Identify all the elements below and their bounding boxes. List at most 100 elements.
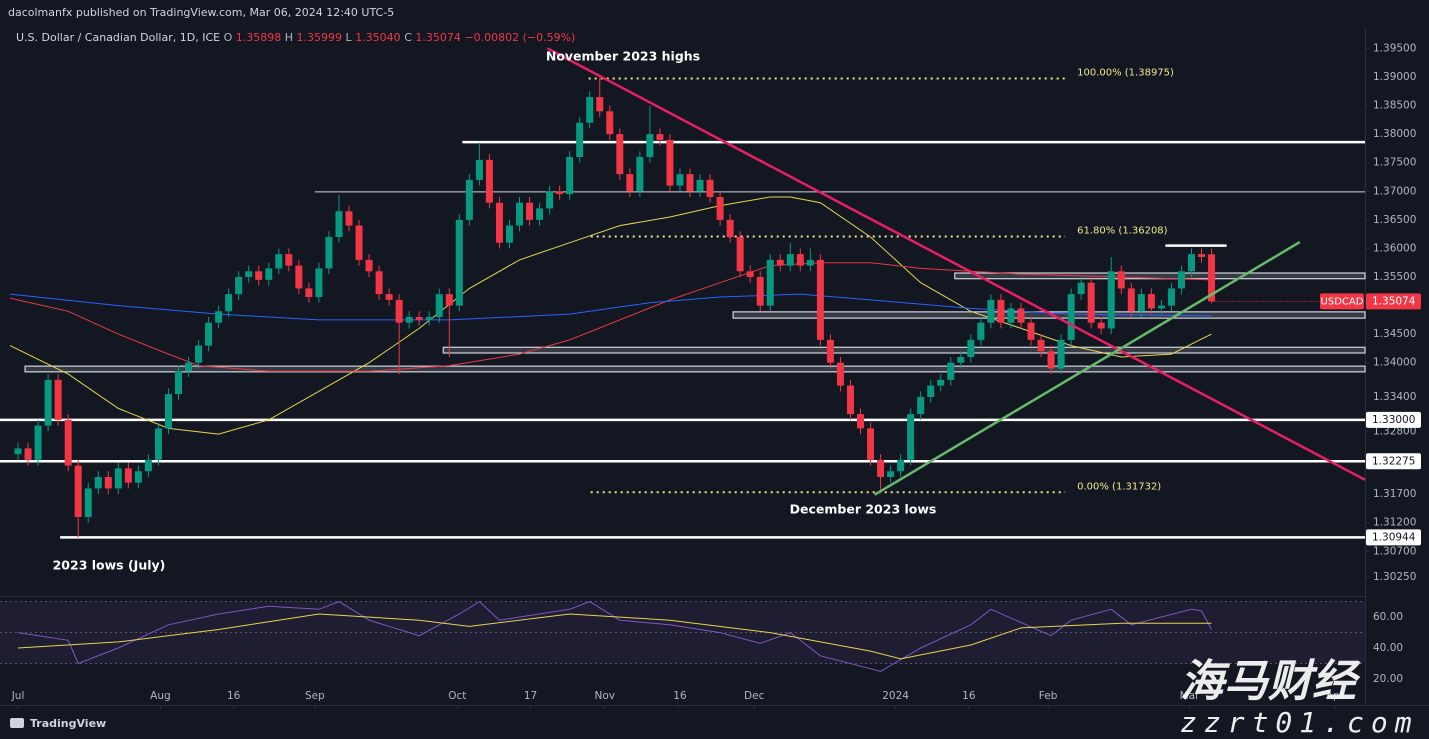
y-tick-label: 1.35500 [1373, 271, 1416, 283]
candle-body [776, 259, 784, 266]
y-tick-label: 1.37500 [1373, 157, 1416, 169]
candle-body [656, 134, 664, 140]
candle-body [646, 134, 654, 158]
moving-average [9, 262, 1212, 372]
candle-body [1057, 339, 1065, 369]
candle-body [917, 396, 925, 415]
candle-body [1127, 288, 1135, 312]
candle-body [425, 316, 433, 320]
candle-body [766, 259, 774, 306]
legend-text: 1.35040 [355, 31, 401, 44]
candle-body [1117, 271, 1125, 289]
candle-body [606, 111, 614, 135]
moving-average [9, 196, 1212, 435]
candle-body [666, 139, 674, 186]
candle-body [205, 322, 213, 346]
candle-body [174, 371, 182, 395]
candle-body [576, 122, 584, 158]
candle-body [1007, 308, 1015, 323]
candle-body [1107, 271, 1115, 329]
x-tick-label: Sep [305, 690, 325, 702]
candle-body [34, 425, 42, 460]
level-zone [442, 346, 1366, 354]
symbol-tag-label: USDCAD [1321, 296, 1364, 307]
candle-body [897, 459, 905, 472]
candle-body [235, 277, 243, 295]
candle-body [14, 448, 22, 455]
candle-body [676, 174, 684, 186]
candle-body [526, 202, 534, 220]
x-tick-label: Jul [11, 690, 25, 702]
y-tick-label: 1.38500 [1373, 100, 1416, 112]
price-tag [1366, 411, 1421, 428]
x-tick-label: Nov [595, 690, 616, 702]
y-tick-label: 1.32800 [1373, 425, 1416, 437]
candle-body [435, 294, 443, 317]
legend-text: 1.35074 [415, 31, 461, 44]
candle-body [295, 265, 303, 289]
candle-body [285, 254, 293, 266]
price-tag-label: 1.32275 [1372, 455, 1415, 467]
candle-body [335, 211, 343, 238]
x-tick-label: 2024 [882, 690, 909, 702]
x-tick-label: Dec [744, 690, 765, 702]
candle-body [796, 254, 804, 266]
candle-body [1077, 282, 1085, 295]
candle-body [104, 476, 112, 489]
rsi-tick-label: 40.00 [1373, 642, 1403, 654]
y-tick-label: 1.37000 [1373, 185, 1416, 197]
logo-mark [10, 718, 24, 728]
annotation: December 2023 lows [790, 502, 937, 517]
y-tick-label: 1.39500 [1373, 42, 1416, 54]
rsi-band [0, 601, 1365, 664]
legend-text: C [404, 31, 412, 44]
candle-body [475, 159, 483, 180]
x-tick-label: Feb [1039, 690, 1058, 702]
candle-body [1067, 294, 1075, 340]
trendline [873, 241, 1301, 496]
annotation: 2023 lows (July) [53, 558, 166, 573]
legend-text: −0.00802 (−0.59%) [464, 31, 575, 44]
candle-body [746, 271, 754, 278]
candle-body [255, 271, 263, 280]
price-tag-label: 1.33000 [1372, 414, 1415, 426]
candle-body [536, 208, 544, 220]
x-tick-label: Oct [448, 690, 466, 702]
symbol-legend: U.S. Dollar / Canadian Dollar, 1D, ICE O… [16, 31, 575, 44]
legend-text: O [224, 31, 233, 44]
candle-body [365, 259, 373, 272]
attribution: dacolmanfx published on TradingView.com,… [8, 6, 394, 19]
candle-body [937, 379, 945, 386]
y-tick-label: 1.38000 [1373, 128, 1416, 140]
candle-body [877, 459, 885, 477]
candle-body [1157, 305, 1165, 309]
candle-body [1027, 322, 1035, 340]
candle-body [164, 394, 172, 429]
y-tick-label: 1.30250 [1373, 571, 1416, 583]
y-tick-label: 1.36500 [1373, 214, 1416, 226]
candle-body [154, 428, 162, 460]
x-tick-label: 16 [673, 690, 687, 702]
candle-body [24, 448, 32, 460]
fib-label: 0.00% (1.31732) [1077, 481, 1161, 492]
candle-body [1187, 254, 1195, 272]
candle-body [686, 174, 694, 192]
y-tick-label: 1.33400 [1373, 391, 1416, 403]
candle-body [927, 385, 935, 397]
rsi-line [17, 600, 1212, 672]
candle-body [455, 219, 463, 306]
candle-body [94, 476, 102, 489]
candle-body [465, 179, 473, 220]
legend-text: L [346, 31, 353, 44]
price-tag [1366, 529, 1421, 546]
x-tick-label: 16 [962, 690, 976, 702]
y-tick-label: 1.34000 [1373, 357, 1416, 369]
candle-body [816, 259, 824, 340]
candle-body [375, 271, 383, 295]
footer-brand: TradingView [30, 717, 106, 730]
candle-body [846, 385, 854, 415]
legend-text: H [285, 31, 293, 44]
candle-body [706, 179, 714, 198]
candle-body [1037, 339, 1045, 352]
